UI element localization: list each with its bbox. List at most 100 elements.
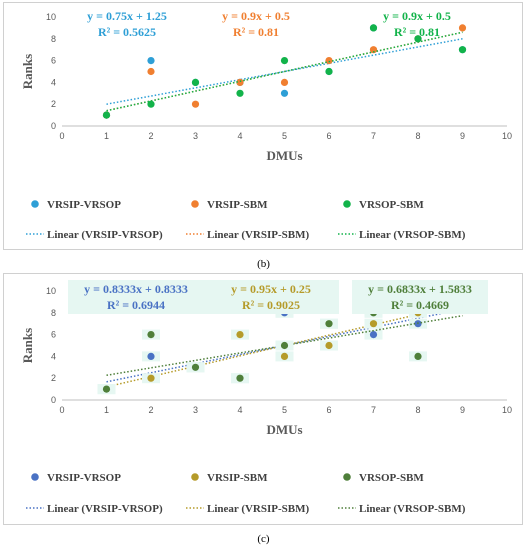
chart-b-trendline [106,31,463,112]
chart-c-x-tick-label: 2 [148,405,153,415]
chart-c-legend-marker [31,473,39,481]
chart-c-legend-label: VRSIP-VRSOP [47,472,121,484]
chart-c-legend-trend-label: Linear (VRSIP-VRSOP) [47,503,163,515]
chart-c-data-point [147,331,155,339]
chart-c-x-tick-label: 9 [460,405,465,415]
chart-b-data-point [191,78,200,86]
chart-b-data-point [369,24,378,32]
chart-panel-c: 0 1 2 3 4 5 6 7 8 9 10 0 2 4 6 8 10 DMUs Ranks y = 0.8333x … [3,273,523,525]
chart-c-equation-highlight [203,280,339,314]
chart-c-y-tick-label: 4 [51,351,56,361]
chart-c-y-tick-label: 0 [51,395,56,405]
chart-b-y-axis-title: Ranks [20,54,35,89]
chart-b-data-point [147,100,155,108]
chart-c-trendline-equation: y = 0.8333x + 0.8333 [84,282,188,296]
chart-b-data-point [191,100,200,108]
chart-c-data-point [191,363,200,371]
chart-c-equation-highlight [68,280,204,314]
chart-b-y-tick-label: 2 [51,99,56,109]
chart-b-data-point [102,111,111,119]
chart-c-legend-trend-label: Linear (VRSIP-SBM) [207,503,309,515]
chart-b-x-tick-label: 7 [371,131,376,141]
chart-c-legend-marker [191,473,199,481]
chart-c-x-tick-label: 8 [415,405,420,415]
chart-c-data-point [369,331,378,339]
chart-c-x-tick-label: 1 [104,405,109,415]
chart-c-data-point [325,341,333,350]
chart-c-legend-marker [343,473,351,481]
chart-b-legend-label: VRSOP-SBM [359,199,424,211]
chart-c-y-axis-title: Ranks [20,328,35,363]
chart-b-data-point [325,57,333,65]
chart-c-y-tick-label: 6 [51,330,56,340]
chart-b-data-point [280,57,289,65]
chart-c-legend-label: VRSOP-SBM [359,472,424,484]
chart-c-trendline [106,308,463,383]
chart-b-x-tick-label: 9 [460,131,465,141]
caption-b: (b) [257,258,270,270]
chart-b-legend-marker [191,200,199,208]
chart-c-equation-highlight [352,280,488,314]
chart-c-x-tick-label: 10 [502,405,512,415]
chart-c-x-axis-title: DMUs [266,422,302,437]
chart-b-trendline-r2: R² = 0.81 [233,25,279,39]
chart-c-y-tick-label: 10 [46,286,56,296]
chart-b-x-tick-label: 0 [59,131,64,141]
chart-c-legend-label: VRSIP-SBM [207,472,268,484]
chart-b-x-tick-label: 4 [237,131,242,141]
chart-panel-b: 0 1 2 3 4 5 6 7 8 9 10 0 2 4 6 8 10 DMUs Ranks y = 0.75x + … [3,2,523,250]
chart-b-trendline-equation: y = 0.9x + 0.5 [383,9,451,23]
chart-b-x-tick-label: 5 [282,131,287,141]
chart-b-x-tick-label: 6 [326,131,331,141]
chart-c-trendline [106,314,463,377]
chart-c-x-tick-label: 7 [371,405,376,415]
chart-b-data-point [147,57,155,65]
chart-b-data-point [236,78,244,86]
chart-b-legend-marker [343,200,351,208]
chart-c-data-point [102,385,111,393]
chart-b-data-point [458,24,467,32]
chart-c-data-point [325,320,333,328]
chart-c-y-tick-label: 8 [51,308,56,318]
chart-b-legend-marker [31,200,39,208]
chart-b-legend-trend-label: Linear (VRSIP-SBM) [207,229,309,241]
chart-b-legend-label: VRSIP-SBM [207,199,268,211]
chart-b-y-tick-label: 10 [46,12,56,22]
chart-b-x-tick-label: 1 [104,131,109,141]
chart-b-trendline-equation: y = 0.9x + 0.5 [222,9,290,23]
chart-c-legend-trend-label: Linear (VRSOP-SBM) [359,503,466,515]
chart-b-data-point [280,89,289,97]
chart-c-trendline-equation: y = 0.6833x + 1.5833 [368,282,472,296]
chart-b-x-tick-label: 3 [193,131,198,141]
chart-c-trendline-r2: R² = 0.9025 [242,298,300,312]
chart-b-y-tick-label: 0 [51,121,56,131]
chart-b-svg: 0 1 2 3 4 5 6 7 8 9 10 0 2 4 6 8 10 DMUs Ranks y = 0.75x + … [20,9,512,241]
chart-b-data-point [147,67,155,76]
chart-b-data-point [236,89,244,97]
chart-c-data-point [147,352,155,360]
chart-b-y-tick-label: 8 [51,34,56,44]
chart-b-trendline-equation: y = 0.75x + 1.25 [87,9,167,23]
chart-b-data-point [369,46,378,54]
chart-c-data-point [280,352,289,360]
chart-c-svg: 0 1 2 3 4 5 6 7 8 9 10 0 2 4 6 8 10 DMUs Ranks y = 0.8333x … [20,280,512,515]
caption-c: (c) [257,533,270,545]
chart-b-data-point [414,35,422,43]
chart-c-data-point [414,352,422,360]
chart-b-data-point [458,46,467,54]
chart-c-x-tick-label: 4 [237,405,242,415]
chart-b-legend-trend-label: Linear (VRSOP-SBM) [359,229,466,241]
chart-c-x-tick-label: 0 [59,405,64,415]
chart-b-data-point [280,78,289,86]
chart-b-x-axis-title: DMUs [266,148,302,163]
chart-c-x-tick-label: 3 [193,405,198,415]
chart-c-x-tick-label: 5 [282,405,287,415]
chart-b-x-tick-label: 10 [502,131,512,141]
chart-c-data-point [236,374,244,382]
chart-b-trendline-r2: R² = 0.5625 [98,25,156,39]
chart-c-x-tick-label: 6 [326,405,331,415]
chart-c-trendline-equation: y = 0.95x + 0.25 [231,282,311,296]
chart-b-y-tick-label: 4 [51,77,56,87]
chart-c-trendline-r2: R² = 0.6944 [107,298,165,312]
chart-c-data-point [369,320,378,328]
